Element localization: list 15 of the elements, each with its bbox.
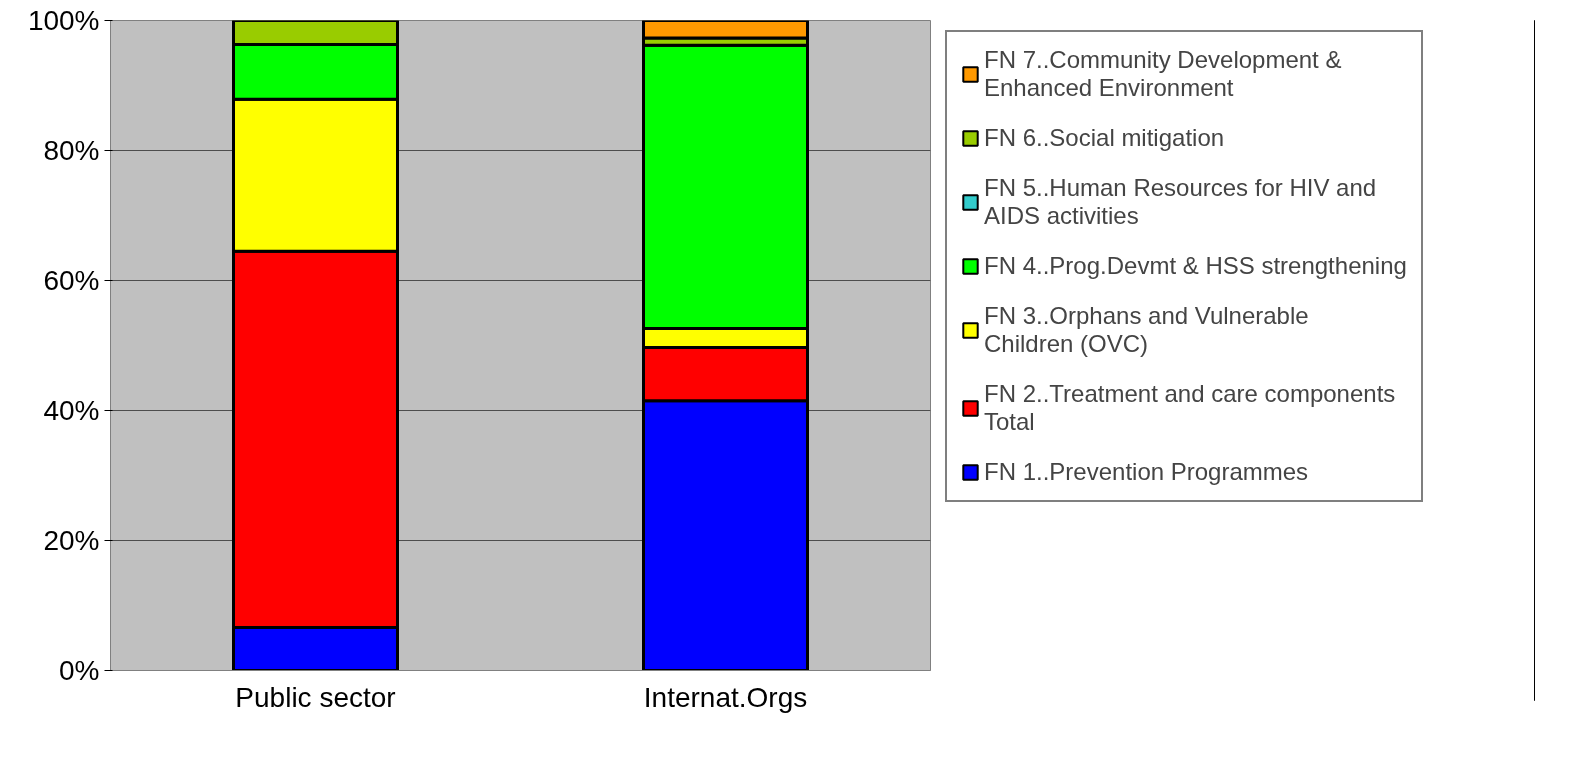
y-tick-label: 60%	[43, 265, 100, 296]
legend-label: FN 7..Community Development & Enhanced Environment	[984, 46, 1342, 102]
legend-label: FN 2..Treatment and care components Total	[984, 380, 1396, 436]
legend-label: FN 5..Human Resources for HIV and AIDS activities	[984, 174, 1377, 230]
y-tick-label: 40%	[43, 395, 100, 426]
legend-label: FN 3..Orphans and Vulnerable Children (OVC)	[984, 302, 1309, 358]
legend-label: FN 1..Prevention Programmes	[984, 458, 1309, 486]
y-tick-label: 100%	[27, 5, 100, 36]
x-tick-label: Public sector	[235, 681, 396, 713]
legend-label: FN 6..Social mitigation	[984, 124, 1225, 152]
legend-label: FN 4..Prog.Devmt & HSS strengthening	[984, 252, 1407, 280]
y-tick-label: 80%	[43, 135, 100, 166]
y-tick-label: 0%	[59, 655, 100, 686]
y-tick-label: 20%	[43, 525, 100, 556]
x-tick-label: Internat.Orgs	[643, 681, 808, 713]
